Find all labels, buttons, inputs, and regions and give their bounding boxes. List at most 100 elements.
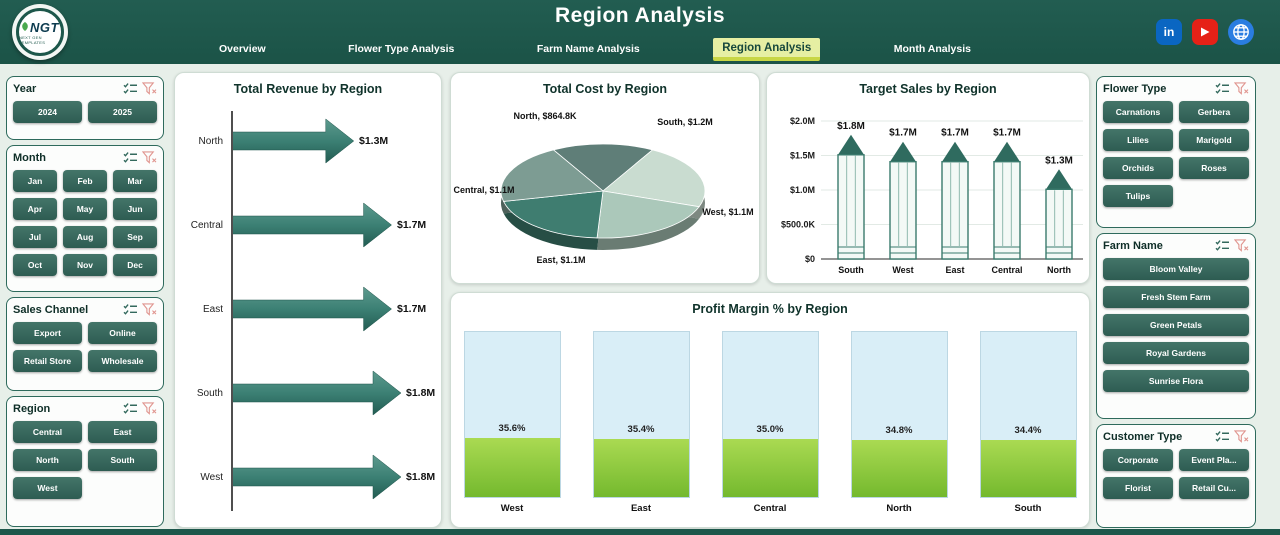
pie-slice-central[interactable]: [500, 149, 604, 202]
revenue-chart-title: Total Revenue by Region: [233, 82, 383, 96]
clear-filter-icon[interactable]: [1234, 82, 1249, 95]
clear-filter-icon[interactable]: [142, 402, 157, 415]
slicer-option-flower-type-gerbera[interactable]: Gerbera: [1179, 101, 1249, 123]
slicer-option-month-apr[interactable]: Apr: [13, 198, 57, 220]
slicer-option-flower-type-orchids[interactable]: Orchids: [1103, 157, 1173, 179]
pencil-bar-central[interactable]: [993, 141, 1021, 260]
pencil-bar-east[interactable]: [941, 141, 969, 260]
leaf-icon: [22, 22, 28, 31]
globe-icon[interactable]: [1228, 19, 1254, 45]
multiselect-icon[interactable]: [1215, 239, 1230, 252]
margin-bar-west[interactable]: 35.6%: [463, 331, 561, 498]
slicer-option-month-sep[interactable]: Sep: [113, 226, 157, 248]
target-y-tick: $0: [805, 254, 815, 264]
slicer-option-region-east[interactable]: East: [88, 421, 157, 443]
target-sales-title: Target Sales by Region: [859, 82, 997, 96]
slicer-option-farm-name-green-petals[interactable]: Green Petals: [1103, 314, 1249, 336]
multiselect-icon[interactable]: [123, 303, 138, 316]
slicer-option-flower-type-lilies[interactable]: Lilies: [1103, 129, 1173, 151]
slicer-title-region: Region: [13, 402, 51, 415]
slicer-option-month-aug[interactable]: Aug: [63, 226, 107, 248]
multiselect-icon[interactable]: [123, 151, 138, 164]
slicer-option-flower-type-carnations[interactable]: Carnations: [1103, 101, 1173, 123]
ngt-logo-inner: NGT NEXT GEN TEMPLATES: [16, 8, 64, 56]
slicer-option-farm-name-sunrise-flora[interactable]: Sunrise Flora: [1103, 370, 1249, 392]
slicer-sales-channel: Sales Channel Export Online Retail Store Who…: [6, 297, 164, 391]
clear-filter-icon[interactable]: [1234, 430, 1249, 443]
multiselect-icon[interactable]: [1215, 82, 1230, 95]
margin-bar-south[interactable]: 34.4%: [979, 331, 1077, 498]
revenue-arrow-west[interactable]: [231, 454, 403, 500]
pencil-bar-north[interactable]: [1045, 169, 1073, 260]
margin-bar-east[interactable]: 35.4%: [592, 331, 690, 498]
pie-slice-south[interactable]: [602, 149, 706, 208]
margin-fill: [851, 439, 947, 497]
slicer-option-region-west[interactable]: West: [13, 477, 82, 499]
pie-slice-east[interactable]: [502, 190, 604, 239]
slicer-option-customer-type-event-pla[interactable]: Event Pla...: [1179, 449, 1249, 471]
linkedin-label: in: [1163, 25, 1175, 39]
revenue-arrow-central[interactable]: [231, 202, 394, 248]
slicer-flower-type: Flower Type Carnations Gerbera Lilies Marigo…: [1096, 76, 1256, 228]
slicer-option-month-jun[interactable]: Jun: [113, 198, 157, 220]
revenue-category-label: South: [196, 387, 223, 399]
revenue-row-south: South $1.8M: [181, 351, 439, 435]
revenue-arrow-east[interactable]: [231, 286, 394, 332]
slicer-option-customer-type-retail-cu[interactable]: Retail Cu...: [1179, 477, 1249, 499]
slicer-option-region-central[interactable]: Central: [13, 421, 82, 443]
tab-month-analysis[interactable]: Month Analysis: [893, 43, 971, 55]
slicer-option-customer-type-corporate[interactable]: Corporate: [1103, 449, 1173, 471]
revenue-row-west: West $1.8M: [181, 435, 439, 519]
slicer-option-month-oct[interactable]: Oct: [13, 254, 57, 276]
slicer-option-flower-type-tulips[interactable]: Tulips: [1103, 185, 1173, 207]
multiselect-icon[interactable]: [1215, 430, 1230, 443]
pie-slice-west[interactable]: [596, 190, 700, 239]
clear-filter-icon[interactable]: [1234, 239, 1249, 252]
slicer-option-sales-channel-online[interactable]: Online: [88, 322, 157, 344]
revenue-arrow-north[interactable]: [231, 118, 356, 164]
slicer-option-sales-channel-export[interactable]: Export: [13, 322, 82, 344]
slicer-option-farm-name-fresh-stem-farm[interactable]: Fresh Stem Farm: [1103, 286, 1249, 308]
clear-filter-icon[interactable]: [142, 82, 157, 95]
slicer-option-sales-channel-wholesale[interactable]: Wholesale: [88, 350, 157, 372]
pencil-bar-west[interactable]: [889, 141, 917, 260]
slicer-option-region-north[interactable]: North: [13, 449, 82, 471]
slicer-option-sales-channel-retail-store[interactable]: Retail Store: [13, 350, 82, 372]
slicer-option-month-feb[interactable]: Feb: [63, 170, 107, 192]
clear-filter-icon[interactable]: [142, 151, 157, 164]
pie-slice-north[interactable]: [552, 143, 654, 192]
slicer-option-flower-type-roses[interactable]: Roses: [1179, 157, 1249, 179]
tab-farm-name-analysis[interactable]: Farm Name Analysis: [536, 43, 640, 55]
slicer-option-year-2024[interactable]: 2024: [13, 101, 82, 123]
slicer-option-farm-name-bloom-valley[interactable]: Bloom Valley: [1103, 258, 1249, 280]
target-y-tick: $2.0M: [790, 116, 815, 126]
slicer-option-month-may[interactable]: May: [63, 198, 107, 220]
slicer-option-flower-type-marigold[interactable]: Marigold: [1179, 129, 1249, 151]
slicer-option-month-mar[interactable]: Mar: [113, 170, 157, 192]
revenue-arrow-south[interactable]: [231, 370, 403, 416]
linkedin-icon[interactable]: in: [1156, 19, 1182, 45]
slicer-option-customer-type-florist[interactable]: Florist: [1103, 477, 1173, 499]
slicer-option-farm-name-royal-gardens[interactable]: Royal Gardens: [1103, 342, 1249, 364]
pencil-bar-south[interactable]: [837, 134, 865, 260]
clear-filter-icon[interactable]: [142, 303, 157, 316]
margin-bar-north[interactable]: 34.8%: [850, 331, 948, 498]
margin-bar-central[interactable]: 35.0%: [721, 331, 819, 498]
target-category-label: South: [838, 265, 864, 275]
cost-pie-chart: North, $864.8K South, $1.2M West, $1.1M Eas…: [451, 73, 759, 283]
profit-margin-card: Profit Margin % by Region 35.6% West 35.4%…: [450, 292, 1090, 528]
slicer-option-month-jul[interactable]: Jul: [13, 226, 57, 248]
multiselect-icon[interactable]: [123, 402, 138, 415]
tab-region-analysis[interactable]: Region Analysis: [713, 38, 821, 61]
tab-flower-type-analysis[interactable]: Flower Type Analysis: [348, 43, 455, 55]
multiselect-icon[interactable]: [123, 82, 138, 95]
slicer-option-month-jan[interactable]: Jan: [13, 170, 57, 192]
target-value-label: $1.7M: [993, 128, 1021, 139]
youtube-icon[interactable]: [1192, 19, 1218, 45]
slicer-option-month-nov[interactable]: Nov: [63, 254, 107, 276]
revenue-value-label: $1.7M: [397, 219, 427, 231]
tab-overview[interactable]: Overview: [219, 43, 266, 55]
slicer-option-year-2025[interactable]: 2025: [88, 101, 157, 123]
slicer-option-region-south[interactable]: South: [88, 449, 157, 471]
slicer-option-month-dec[interactable]: Dec: [113, 254, 157, 276]
